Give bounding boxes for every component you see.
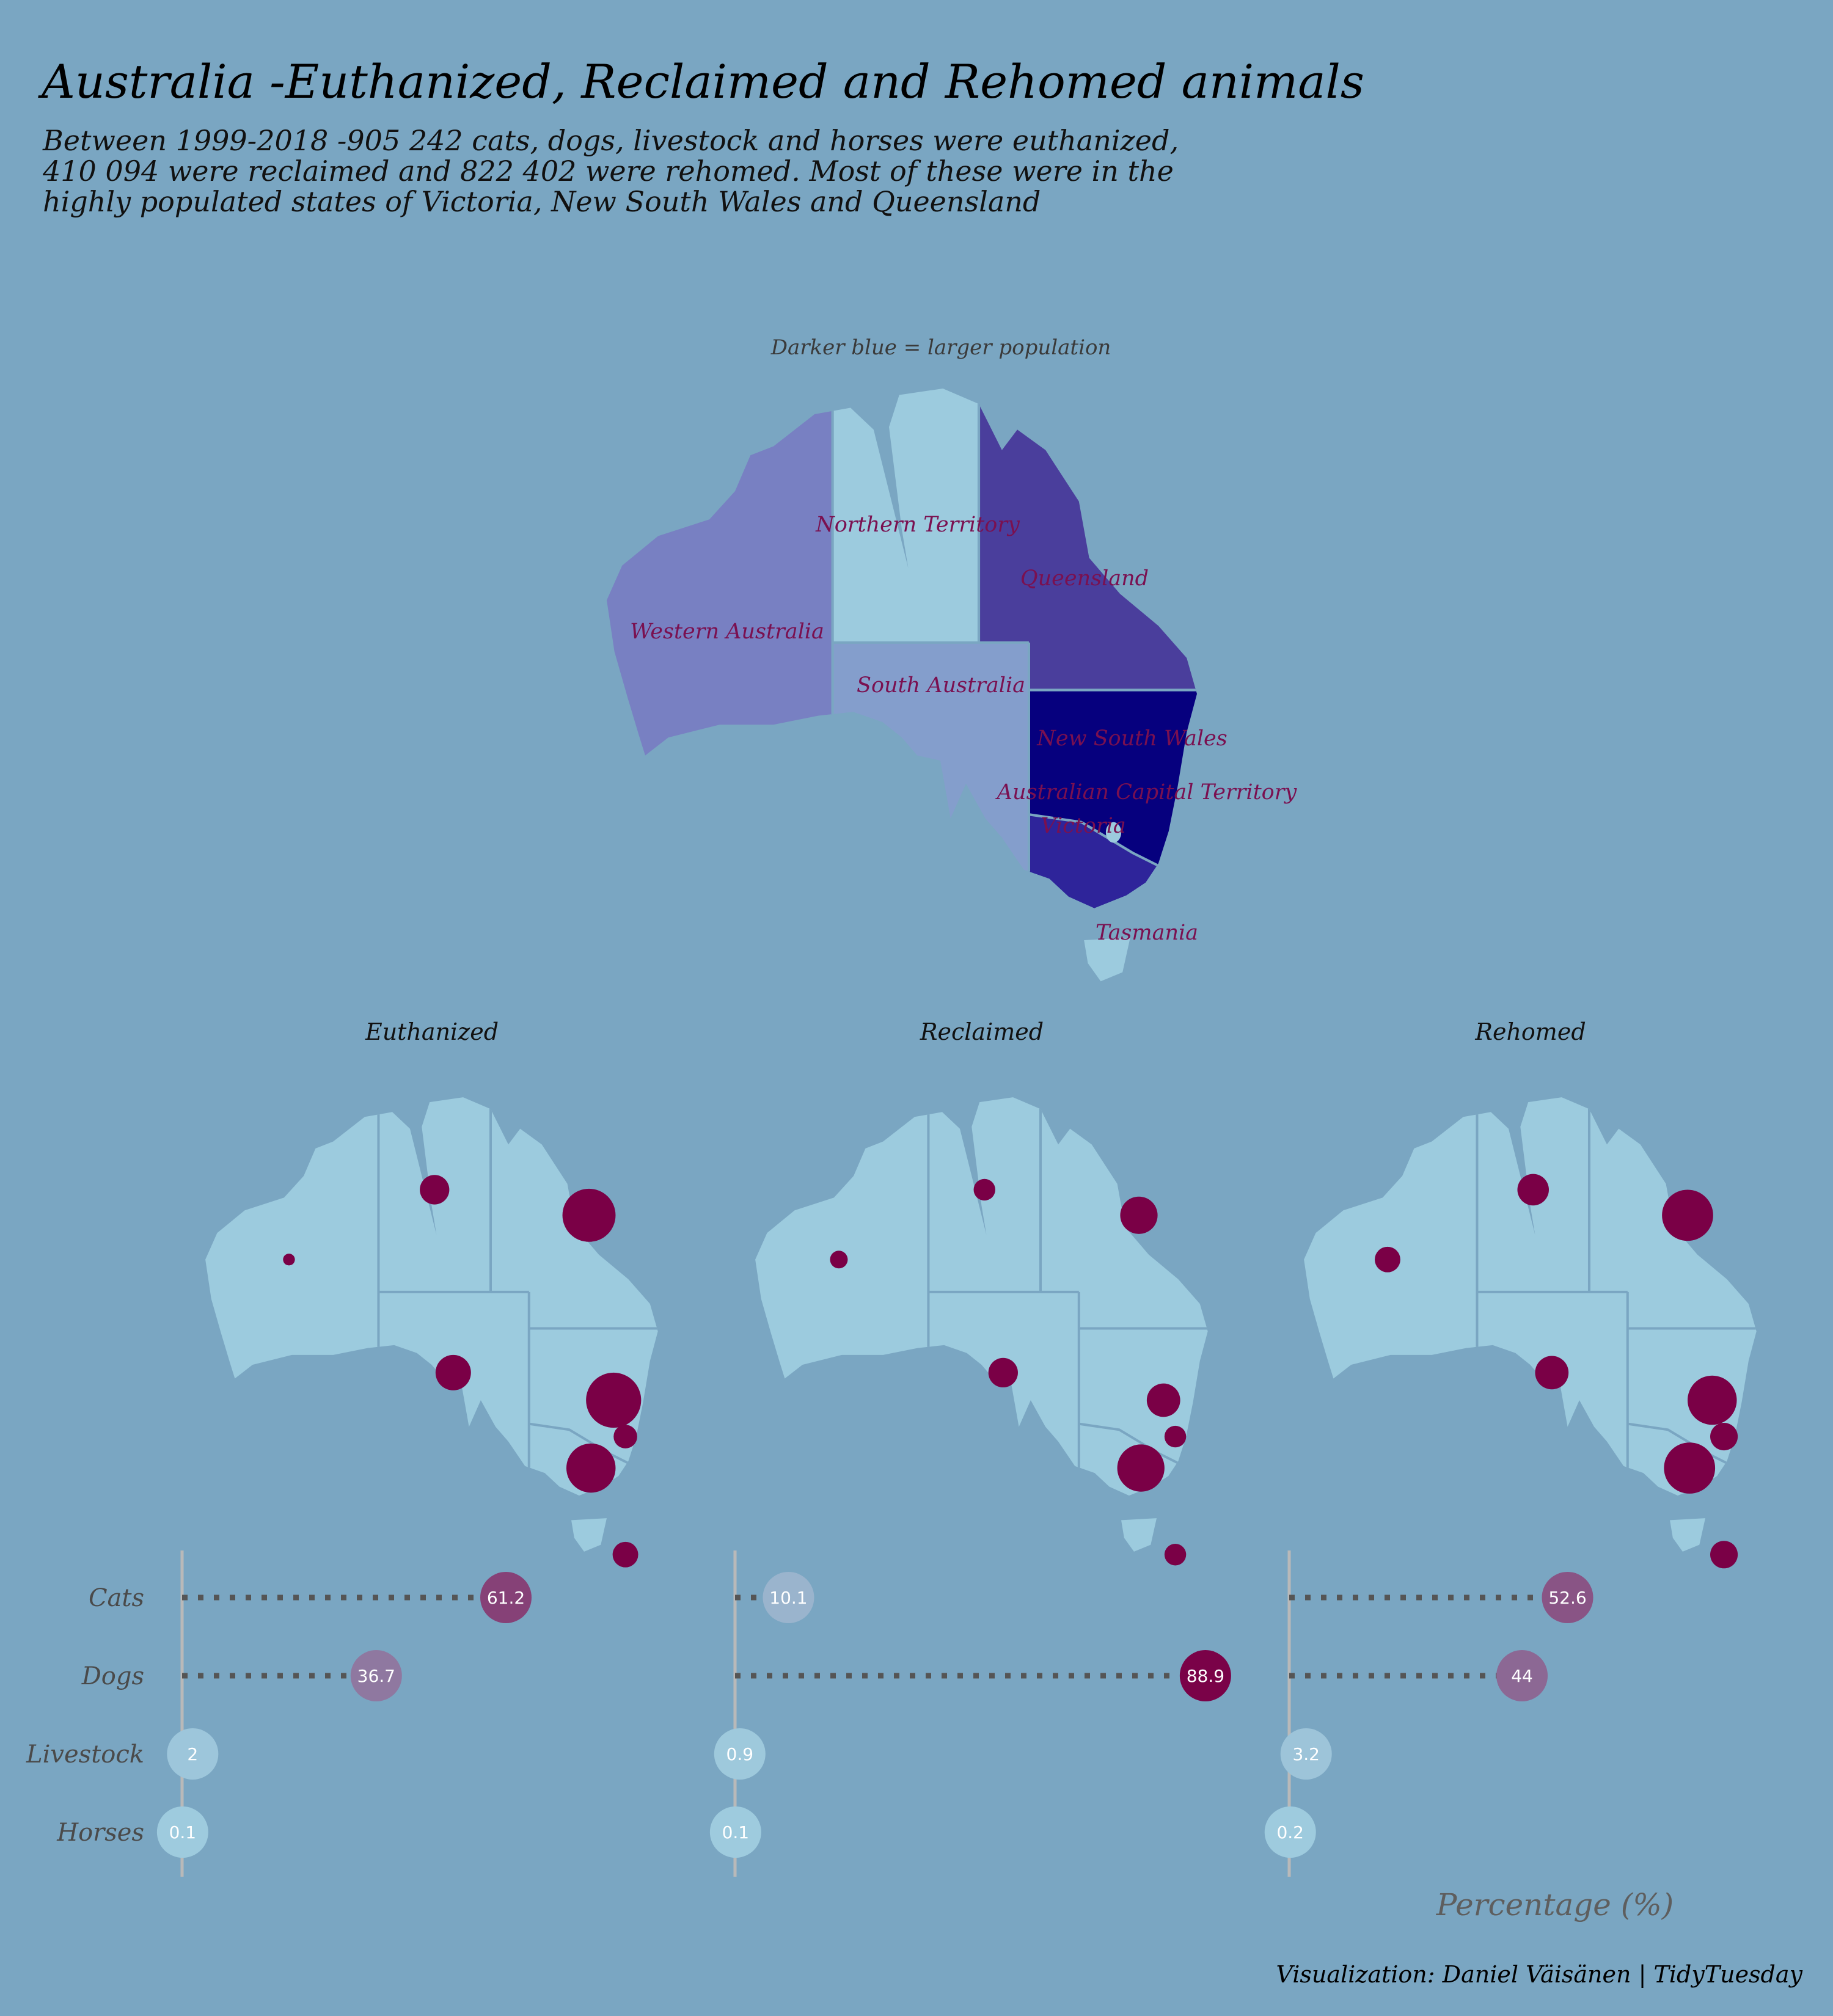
state-western-australia (606, 388, 833, 908)
value-dot-rehomed-cats (1542, 1572, 1593, 1623)
value-dot-reclaimed-dogs (1179, 1650, 1231, 1701)
value-label-rehomed-dogs: 44 (1511, 1666, 1533, 1686)
category-label-livestock: Livestock (26, 1740, 144, 1769)
bubble-euthanized-northern-territory (420, 1175, 450, 1205)
bubble-rehomed-south-australia (1535, 1356, 1569, 1390)
bubble-reclaimed-queensland (1120, 1196, 1158, 1234)
state-label-western-australia: Western Australia (630, 619, 824, 644)
value-label-reclaimed-dogs: 88.9 (1187, 1666, 1224, 1686)
bubble-reclaimed-western-australia (830, 1251, 848, 1269)
bubble-euthanized-tasmania (612, 1541, 638, 1568)
bubble-reclaimed-australian-capital-territory (1164, 1425, 1187, 1448)
value-dot-euthanized-livestock (167, 1728, 219, 1780)
australia-outline (205, 1097, 658, 1496)
small-multiple-maps: Euthanized Reclaimed Rehomed (205, 1018, 1757, 1569)
bubble-rehomed-tasmania (1710, 1541, 1738, 1569)
bubble-euthanized-south-australia (435, 1354, 471, 1390)
bubble-euthanized-victoria (566, 1443, 616, 1493)
state-label-queensland: Queensland (1020, 566, 1149, 591)
value-dot-rehomed-horses (1264, 1806, 1316, 1858)
subtitle-line-3: highly populated states of Victoria, New… (43, 185, 1041, 218)
x-axis-label: Percentage (%) (1436, 1887, 1674, 1923)
tasmania-outline (1121, 1518, 1157, 1552)
panel-title-rehomed: Rehomed (1474, 1018, 1586, 1045)
state-australian-capital-territory (1105, 822, 1122, 843)
bubble-reclaimed-victoria (1117, 1444, 1165, 1492)
panel-title-euthanized: Euthanized (365, 1018, 499, 1045)
bubble-reclaimed-new-south-wales (1146, 1383, 1180, 1417)
tasmania-outline (571, 1518, 607, 1552)
state-northern-territory (832, 388, 979, 643)
dot-plot: Cats Dogs Livestock Horses 61.2 36.7 2 0.1 10.1 8… (26, 1550, 1593, 1877)
value-dot-reclaimed-livestock (714, 1728, 766, 1780)
state-label-northern-territory: Northern Territory (815, 513, 1020, 537)
bubble-reclaimed-tasmania (1164, 1544, 1187, 1566)
panel-map-reclaimed (755, 1097, 1208, 1566)
panel-map-rehomed (1304, 1097, 1757, 1569)
state-label-new-south-wales: New South Wales (1036, 726, 1227, 751)
bubble-rehomed-northern-territory (1517, 1174, 1549, 1206)
australia-outline (755, 1097, 1208, 1496)
value-label-rehomed-horses: 0.2 (1276, 1822, 1304, 1843)
value-dot-reclaimed-horses (709, 1806, 761, 1858)
value-label-euthanized-dogs: 36.7 (357, 1666, 395, 1686)
chart-title: Australia -Euthanized, Reclaimed and Reh… (38, 54, 1364, 109)
bubble-reclaimed-south-australia (988, 1357, 1018, 1388)
bubble-rehomed-victoria (1664, 1442, 1716, 1494)
value-label-rehomed-cats: 52.6 (1548, 1588, 1586, 1608)
value-label-euthanized-cats: 61.2 (487, 1588, 525, 1608)
value-label-reclaimed-cats: 10.1 (769, 1588, 807, 1608)
state-label-australian-capital-territory: Australian Capital Territory (995, 780, 1298, 805)
bubble-euthanized-western-australia (283, 1254, 295, 1266)
state-tasmania (1084, 937, 1130, 982)
bubble-euthanized-queensland (562, 1188, 616, 1242)
state-label-victoria: Victoria (1041, 814, 1125, 838)
panel-title-reclaimed: Reclaimed (920, 1018, 1044, 1045)
subtitle-line-2: 410 094 were reclaimed and 822 402 were … (42, 155, 1174, 188)
tasmania-outline (1670, 1518, 1705, 1552)
bubble-rehomed-australian-capital-territory (1710, 1423, 1738, 1451)
state-border (1028, 813, 1197, 880)
bubble-euthanized-australian-capital-territory (613, 1425, 637, 1448)
value-dot-euthanized-cats (480, 1572, 532, 1623)
category-label-horses: Horses (56, 1819, 144, 1847)
bubble-rehomed-western-australia (1375, 1246, 1400, 1273)
value-dot-rehomed-dogs (1496, 1650, 1548, 1701)
caption: Visualization: Daniel Väisänen | TidyTue… (1276, 1961, 1802, 1988)
value-label-reclaimed-horses: 0.1 (722, 1822, 750, 1843)
australia-outline (1304, 1097, 1757, 1496)
value-dot-euthanized-dogs (350, 1650, 402, 1701)
value-label-rehomed-livestock: 3.2 (1292, 1744, 1320, 1764)
category-label-dogs: Dogs (81, 1662, 144, 1690)
state-label-south-australia: South Australia (857, 673, 1025, 698)
value-dot-rehomed-livestock (1280, 1728, 1332, 1780)
category-label-cats: Cats (89, 1584, 144, 1612)
panel-map-euthanized (205, 1097, 658, 1568)
state-label-tasmania: Tasmania (1096, 921, 1198, 945)
bubble-rehomed-new-south-wales (1688, 1375, 1737, 1425)
subtitle-line-1: Between 1999-2018 -905 242 cats, dogs, l… (42, 124, 1179, 157)
bubble-rehomed-queensland (1662, 1189, 1713, 1241)
value-label-euthanized-livestock: 2 (187, 1744, 198, 1764)
value-label-reclaimed-livestock: 0.9 (726, 1744, 754, 1764)
value-label-euthanized-horses: 0.1 (169, 1822, 197, 1843)
population-map: Western Australia Northern Territory Queen… (606, 388, 1298, 982)
bubble-reclaimed-northern-territory (973, 1178, 995, 1201)
bubble-euthanized-new-south-wales (586, 1372, 642, 1428)
value-dot-euthanized-horses (156, 1806, 208, 1858)
population-note: Darker blue = larger population (770, 335, 1111, 360)
value-dot-reclaimed-cats (763, 1572, 814, 1623)
